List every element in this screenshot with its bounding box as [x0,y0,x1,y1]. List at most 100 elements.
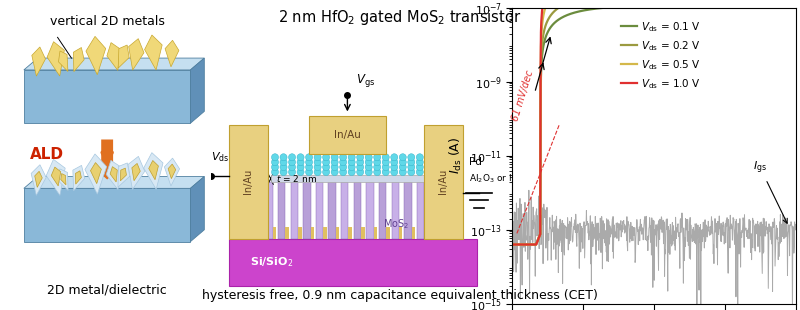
Polygon shape [75,171,82,184]
Polygon shape [58,51,68,72]
Polygon shape [411,227,415,239]
Circle shape [280,169,287,175]
Circle shape [365,164,372,171]
Circle shape [382,159,390,166]
Circle shape [306,164,313,171]
Circle shape [374,159,381,166]
Text: $I_{\rm gs}$: $I_{\rm gs}$ [754,160,787,223]
Polygon shape [149,161,158,180]
Polygon shape [73,165,85,191]
Y-axis label: $I_{\rm ds}$ (A): $I_{\rm ds}$ (A) [448,137,464,175]
Polygon shape [118,163,130,187]
Circle shape [399,169,406,175]
Text: $V_{\rm gs}$: $V_{\rm gs}$ [356,72,375,89]
Circle shape [374,164,381,171]
Polygon shape [121,168,126,181]
Circle shape [331,159,338,166]
Circle shape [271,164,278,171]
Text: 2 nm HfO$_2$ gated MoS$_2$ transistor: 2 nm HfO$_2$ gated MoS$_2$ transistor [278,8,522,27]
Polygon shape [24,58,204,70]
Text: Al$_2$O$_3$ or HfO$_2$: Al$_2$O$_3$ or HfO$_2$ [469,172,530,185]
Circle shape [340,159,346,166]
Circle shape [357,154,364,161]
Polygon shape [165,40,179,67]
Circle shape [340,164,346,171]
Polygon shape [336,227,339,239]
$V_{\rm ds}$ = 1.0 V [525,243,534,246]
Polygon shape [24,188,190,241]
Circle shape [416,164,423,171]
Polygon shape [404,182,411,239]
Text: $V_{\rm ds}$: $V_{\rm ds}$ [211,150,230,164]
Circle shape [348,159,355,166]
Legend: $V_{\rm ds}$ = 0.1 V, $V_{\rm ds}$ = 0.2 V, $V_{\rm ds}$ = 0.5 V, $V_{\rm ds}$ =: $V_{\rm ds}$ = 0.1 V, $V_{\rm ds}$ = 0.2… [617,16,705,95]
Polygon shape [129,39,144,70]
Bar [424,125,462,239]
Circle shape [340,169,346,175]
Polygon shape [31,165,46,195]
Polygon shape [106,160,121,190]
Polygon shape [278,182,286,239]
Polygon shape [310,227,314,239]
Polygon shape [164,158,180,186]
Circle shape [374,169,381,175]
Circle shape [331,169,338,175]
Circle shape [390,169,398,175]
Polygon shape [316,182,323,239]
Circle shape [331,164,338,171]
Polygon shape [379,182,386,239]
$V_{\rm ds}$ = 0.1 V [791,3,800,7]
Polygon shape [424,227,428,239]
Polygon shape [286,227,289,239]
$V_{\rm ds}$ = 0.5 V [507,243,517,246]
Circle shape [297,154,304,161]
Text: In/Au: In/Au [243,169,254,194]
$V_{\rm ds}$ = 0.1 V [752,3,762,7]
Text: MoS$_2$: MoS$_2$ [383,217,409,231]
Polygon shape [273,227,276,239]
Circle shape [289,169,295,175]
Polygon shape [85,154,106,194]
Circle shape [374,154,381,161]
Circle shape [365,159,372,166]
Polygon shape [442,182,450,239]
Circle shape [271,154,278,161]
Circle shape [365,154,372,161]
Polygon shape [32,47,46,76]
Circle shape [322,164,330,171]
Line: $V_{\rm ds}$ = 0.5 V: $V_{\rm ds}$ = 0.5 V [512,0,796,245]
$V_{\rm ds}$ = 0.1 V [680,3,690,7]
Line: $V_{\rm ds}$ = 0.2 V: $V_{\rm ds}$ = 0.2 V [512,0,796,245]
Polygon shape [374,227,378,239]
Circle shape [365,169,372,175]
Polygon shape [86,36,106,75]
Circle shape [399,159,406,166]
Circle shape [306,154,313,161]
Circle shape [348,169,355,175]
Circle shape [314,154,321,161]
Polygon shape [58,169,68,190]
Circle shape [390,164,398,171]
$V_{\rm ds}$ = 0.1 V [507,243,517,246]
Circle shape [280,164,287,171]
Circle shape [297,164,304,171]
Circle shape [408,159,415,166]
Text: Si/SiO$_2$: Si/SiO$_2$ [250,255,294,269]
Polygon shape [110,167,118,182]
Circle shape [314,169,321,175]
Bar [230,239,478,286]
$V_{\rm ds}$ = 0.2 V [525,243,534,246]
Circle shape [314,159,321,166]
Circle shape [408,164,415,171]
Polygon shape [329,182,336,239]
Circle shape [357,159,364,166]
Polygon shape [46,159,65,195]
Text: Pd: Pd [469,157,482,167]
FancyArrow shape [95,140,119,179]
Circle shape [297,169,304,175]
Circle shape [289,159,295,166]
Polygon shape [399,227,402,239]
Polygon shape [349,227,352,239]
Circle shape [408,169,415,175]
Circle shape [322,159,330,166]
